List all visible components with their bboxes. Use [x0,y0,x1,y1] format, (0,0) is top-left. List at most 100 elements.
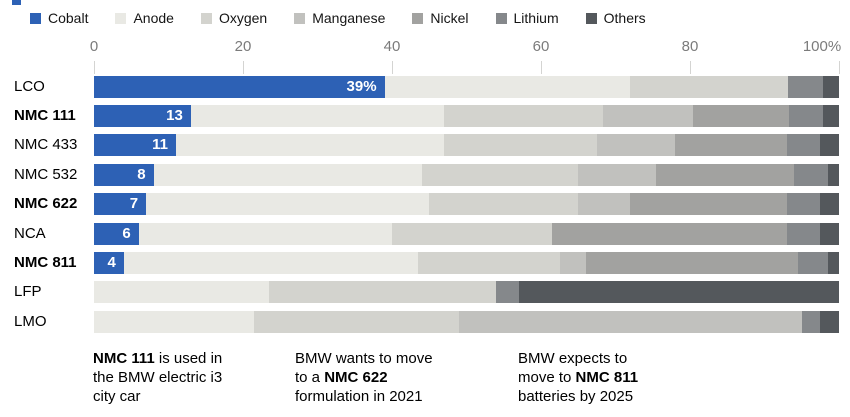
anode-swatch-icon [115,12,127,24]
legend-label: Anode [133,10,174,26]
bar-segment-lithium [786,134,821,157]
bar-segment-lithium [789,104,824,127]
bar-segment-anode [146,193,430,216]
stacked-bar-nmc-811: 4 [94,251,839,274]
axis-tick-mark [94,61,95,74]
bar-segment-others [518,281,839,304]
footnote-text: move to [518,369,576,386]
footnote-1: NMC 111 is used in the BMW electric i3 cit… [93,349,222,406]
bar-segment-manganese [459,310,802,333]
footnote-line: move to NMC 811 [518,368,638,387]
axis-tick-label: 0 [89,38,99,55]
footnote-bold-text: NMC 622 [324,369,388,386]
footnote-line: the BMW electric i3 [93,368,222,387]
row-label-lmo: LMO [14,312,47,330]
footnote-text: batteries by 2025 [518,388,634,405]
footnote-bold-text: NMC 811 [575,369,639,386]
axis-tick-label: 80 [681,38,699,55]
legend-item-lithium: Lithium [495,10,559,26]
legend-item-oxygen: Oxygen [200,10,268,26]
row-label-nmc-111: NMC 111 [14,106,76,124]
bar-segment-oxygen [630,75,789,98]
axis-tick-mark [541,61,542,74]
bar-segment-cobalt-value-label: 8 [94,163,154,186]
footnote-bold-text: NMC 111 [93,350,155,367]
axis-tick-mark [690,61,691,74]
bar-segment-others [822,75,839,98]
manganese-swatch-icon [294,12,306,24]
bar-segment-anode [384,75,631,98]
bar-segment-anode [138,222,392,245]
bar-segment-nickel [675,134,787,157]
nickel-swatch-icon [412,12,424,24]
bar-segment-lithium [786,222,821,245]
axis-tick-mark [243,61,244,74]
bar-segment-manganese [578,193,631,216]
bar-segment-oxygen [269,281,497,304]
legend-item-nickel: Nickel [412,10,469,26]
bar-segment-anode [153,163,422,186]
legend-item-manganese: Manganese [294,10,385,26]
bar-segment-others [823,104,839,127]
bar-segment-nickel [552,222,787,245]
bar-segment-anode [175,134,445,157]
stacked-bar-nmc-622: 7 [94,193,839,216]
bar-segment-oxygen [421,163,579,186]
row-label-lfp: LFP [14,283,42,301]
footnote-3: BMW expects to move to NMC 811 batteries b… [518,349,638,406]
bar-segment-nickel [656,163,795,186]
bar-segment-others [827,163,839,186]
bar-segment-anode [190,104,445,127]
bar-segment-others [820,193,839,216]
oxygen-swatch-icon [200,12,212,24]
bar-segment-nickel [585,251,798,274]
footnote-line: batteries by 2025 [518,387,638,406]
bar-segment-others [820,134,839,157]
footnote-text: formulation in 2021 [295,388,423,405]
footnote-text: is used in [154,350,223,367]
bar-segment-nickel [692,104,790,127]
bar-segment-lithium [801,310,821,333]
stacked-bar-nmc-433: 11 [94,134,839,157]
legend-label: Oxygen [218,10,268,26]
bar-segment-lithium [794,163,828,186]
bar-segment-manganese [559,251,586,274]
bar-segment-others [827,251,839,274]
bar-segment-oxygen [444,134,597,157]
stacked-bar-nmc-532: 8 [94,163,839,186]
legend-item-anode: Anode [115,10,174,26]
bar-segment-cobalt-value-label: 13 [94,104,191,127]
axis-tick-label: 20 [234,38,252,55]
footnote-line: BMW wants to move [295,349,433,368]
axis-tick-mark [392,61,393,74]
legend-item-others: Others [585,10,646,26]
row-label-lco: LCO [14,77,45,95]
bar-segment-oxygen [254,310,460,333]
footnote-line: city car [93,387,222,406]
stacked-bar-lmo [94,310,839,333]
stacked-bar-nca: 6 [94,222,839,245]
bar-segment-others [820,222,839,245]
bar-segment-cobalt-value-label: 6 [94,222,139,245]
bar-segment-anode [123,251,419,274]
footnote-line: NMC 111 is used in [93,349,222,368]
row-label-nmc-532: NMC 532 [14,165,78,183]
others-swatch-icon [585,12,597,24]
footnote-text: the BMW electric i3 [93,369,223,386]
bar-segment-anode [94,281,270,304]
footnote-text: city car [93,388,141,405]
bar-segment-lithium [797,251,828,274]
footnote-line: formulation in 2021 [295,387,433,406]
legend-label: Others [603,10,646,26]
bar-segment-lithium [496,281,519,304]
footnote-text: BMW expects to [518,350,628,367]
footnote-line: BMW expects to [518,349,638,368]
stacked-bar-lco: 39% [94,75,839,98]
bar-segment-oxygen [418,251,560,274]
cobalt-swatch-icon [30,12,41,24]
bar-segment-anode [94,310,255,333]
bar-segment-cobalt-value-label: 11 [94,134,176,157]
footnote-2: BMW wants to move to a NMC 622 formulation… [295,349,433,406]
bar-segment-oxygen [391,222,553,245]
row-label-nca: NCA [14,224,46,242]
